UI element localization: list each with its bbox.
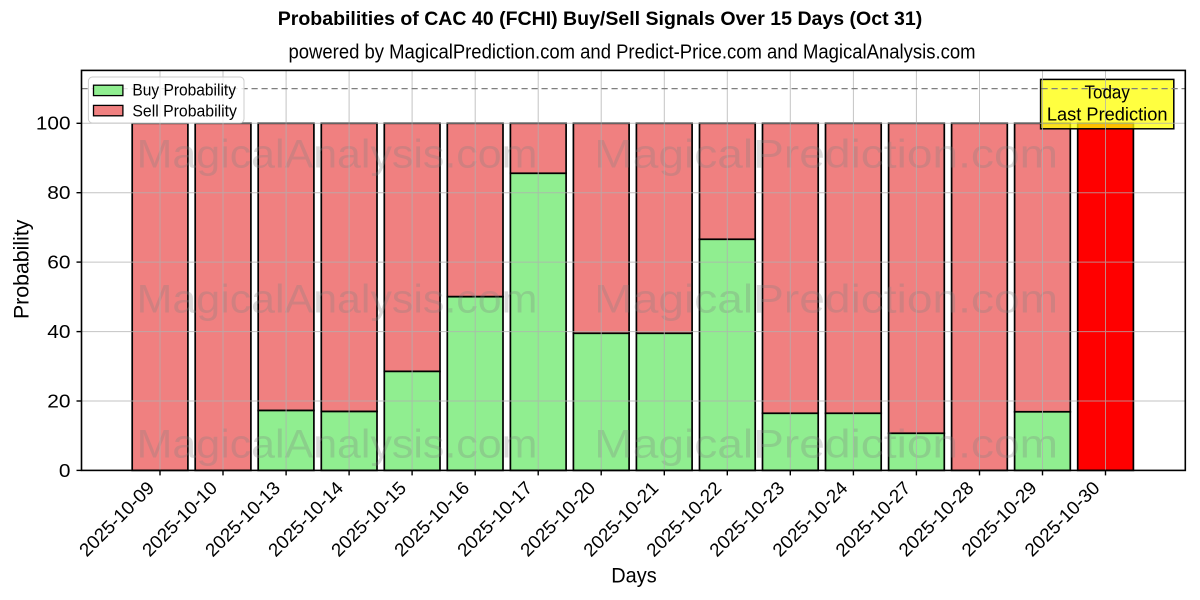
svg-text:Days: Days: [611, 565, 656, 588]
svg-text:100: 100: [36, 113, 71, 134]
svg-text:Sell Probability: Sell Probability: [132, 101, 237, 120]
svg-text:MagicalAnalysis.com: MagicalAnalysis.com: [137, 423, 538, 467]
svg-text:80: 80: [47, 182, 70, 203]
svg-text:Today: Today: [1084, 83, 1130, 103]
svg-text:20: 20: [47, 390, 70, 411]
svg-text:60: 60: [47, 252, 70, 273]
svg-text:Probabilities of CAC 40 (FCHI): Probabilities of CAC 40 (FCHI) Buy/Sell …: [278, 9, 923, 30]
svg-text:0: 0: [59, 460, 71, 481]
svg-text:powered by MagicalPrediction.c: powered by MagicalPrediction.com and Pre…: [289, 42, 976, 64]
svg-text:Probability: Probability: [11, 219, 34, 319]
svg-text:MagicalPrediction.com: MagicalPrediction.com: [594, 278, 1058, 322]
svg-text:MagicalAnalysis.com: MagicalAnalysis.com: [137, 278, 538, 322]
svg-text:40: 40: [47, 321, 70, 342]
svg-text:Buy Probability: Buy Probability: [132, 81, 236, 100]
svg-text:MagicalPrediction.com: MagicalPrediction.com: [594, 133, 1058, 177]
svg-text:MagicalAnalysis.com: MagicalAnalysis.com: [137, 133, 538, 177]
svg-text:Last Prediction: Last Prediction: [1047, 105, 1168, 125]
svg-text:MagicalPrediction.com: MagicalPrediction.com: [594, 423, 1058, 467]
